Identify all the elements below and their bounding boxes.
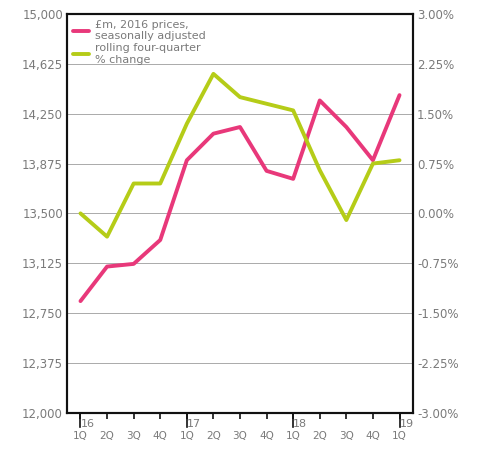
Text: 19: 19 [399, 419, 414, 429]
rolling four-quarter
% change [290, 107, 296, 113]
£m, 2016 prices,
seasonally adjusted [317, 98, 323, 103]
£m, 2016 prices,
seasonally adjusted [344, 124, 349, 130]
Text: 1Q: 1Q [180, 431, 194, 441]
rolling four-quarter
% change [317, 167, 323, 173]
rolling four-quarter
% change [131, 181, 136, 186]
Text: 16: 16 [81, 419, 95, 429]
£m, 2016 prices,
seasonally adjusted [157, 237, 163, 243]
£m, 2016 prices,
seasonally adjusted [211, 131, 216, 136]
Text: 4Q: 4Q [259, 431, 274, 441]
£m, 2016 prices,
seasonally adjusted [131, 261, 136, 267]
Text: 3Q: 3Q [339, 431, 354, 441]
£m, 2016 prices,
seasonally adjusted [78, 298, 84, 304]
rolling four-quarter
% change [157, 181, 163, 186]
£m, 2016 prices,
seasonally adjusted [237, 124, 243, 130]
rolling four-quarter
% change [78, 211, 84, 216]
Text: 3Q: 3Q [233, 431, 247, 441]
Text: 17: 17 [187, 419, 201, 429]
rolling four-quarter
% change [211, 71, 216, 77]
Text: 2Q: 2Q [206, 431, 221, 441]
Legend: £m, 2016 prices,
seasonally adjusted, rolling four-quarter
% change: £m, 2016 prices, seasonally adjusted, ro… [71, 17, 208, 67]
Text: 18: 18 [293, 419, 307, 429]
£m, 2016 prices,
seasonally adjusted [104, 264, 110, 269]
rolling four-quarter
% change [264, 101, 269, 106]
£m, 2016 prices,
seasonally adjusted [396, 92, 402, 98]
Text: 4Q: 4Q [365, 431, 380, 441]
Text: 3Q: 3Q [126, 431, 141, 441]
Text: 1Q: 1Q [392, 431, 407, 441]
Text: 4Q: 4Q [153, 431, 168, 441]
rolling four-quarter
% change [370, 161, 376, 166]
Line: £m, 2016 prices,
seasonally adjusted: £m, 2016 prices, seasonally adjusted [81, 95, 399, 301]
£m, 2016 prices,
seasonally adjusted [290, 176, 296, 182]
rolling four-quarter
% change [104, 234, 110, 240]
rolling four-quarter
% change [344, 217, 349, 223]
Line: rolling four-quarter
% change: rolling four-quarter % change [81, 74, 399, 237]
rolling four-quarter
% change [184, 121, 190, 127]
Text: 2Q: 2Q [100, 431, 115, 441]
rolling four-quarter
% change [396, 158, 402, 163]
Text: 1Q: 1Q [73, 431, 88, 441]
£m, 2016 prices,
seasonally adjusted [264, 168, 269, 174]
rolling four-quarter
% change [237, 94, 243, 100]
Text: 1Q: 1Q [286, 431, 300, 441]
Text: 2Q: 2Q [312, 431, 327, 441]
£m, 2016 prices,
seasonally adjusted [184, 158, 190, 163]
£m, 2016 prices,
seasonally adjusted [370, 158, 376, 163]
